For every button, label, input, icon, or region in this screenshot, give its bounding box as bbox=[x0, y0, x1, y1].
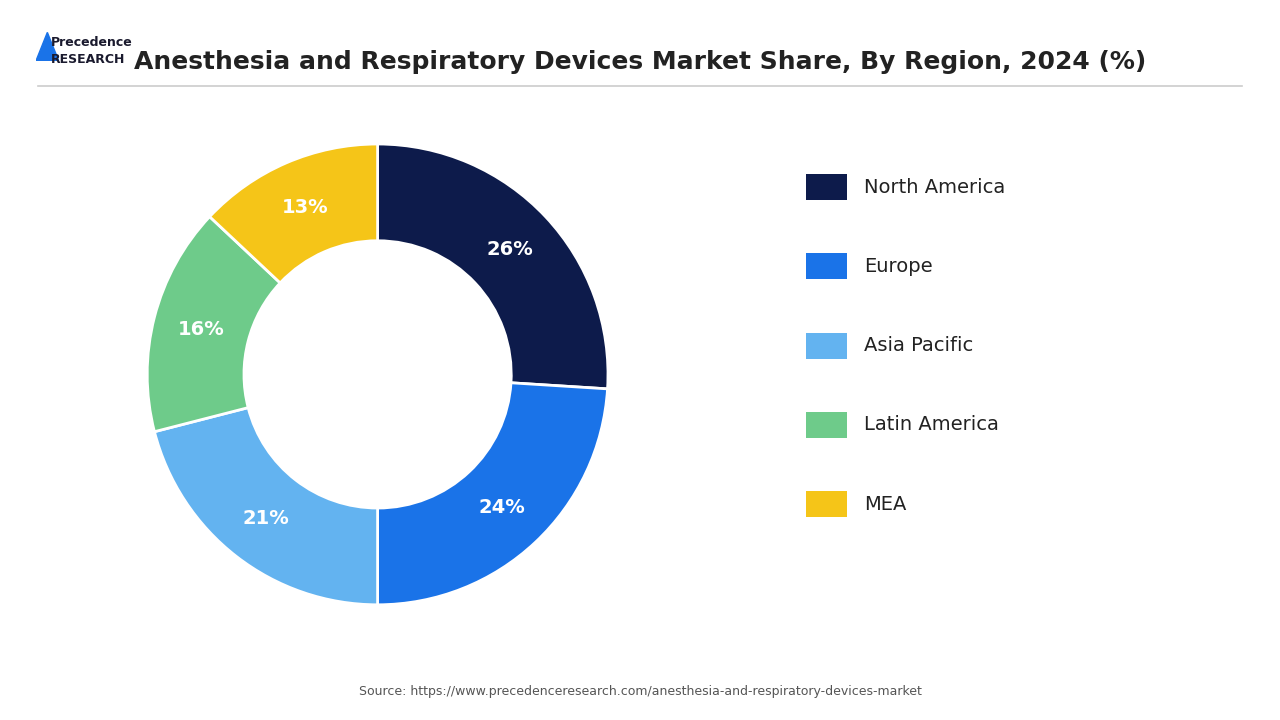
Text: Latin America: Latin America bbox=[864, 415, 998, 434]
Text: Asia Pacific: Asia Pacific bbox=[864, 336, 973, 355]
Wedge shape bbox=[147, 217, 280, 432]
Text: Europe: Europe bbox=[864, 257, 933, 276]
Text: North America: North America bbox=[864, 178, 1005, 197]
Text: Precedence
RESEARCH: Precedence RESEARCH bbox=[51, 36, 133, 66]
Text: 21%: 21% bbox=[243, 509, 289, 528]
Text: 26%: 26% bbox=[486, 240, 534, 259]
Text: 16%: 16% bbox=[178, 320, 225, 338]
Text: Anesthesia and Respiratory Devices Market Share, By Region, 2024 (%): Anesthesia and Respiratory Devices Marke… bbox=[134, 50, 1146, 74]
Wedge shape bbox=[378, 383, 608, 605]
Wedge shape bbox=[378, 144, 608, 389]
Polygon shape bbox=[36, 32, 59, 61]
Text: Source: https://www.precedenceresearch.com/anesthesia-and-respiratory-devices-ma: Source: https://www.precedenceresearch.c… bbox=[358, 685, 922, 698]
Wedge shape bbox=[210, 144, 378, 283]
Wedge shape bbox=[155, 408, 378, 605]
Text: 13%: 13% bbox=[282, 198, 329, 217]
Text: 24%: 24% bbox=[479, 498, 526, 516]
Text: MEA: MEA bbox=[864, 495, 906, 513]
